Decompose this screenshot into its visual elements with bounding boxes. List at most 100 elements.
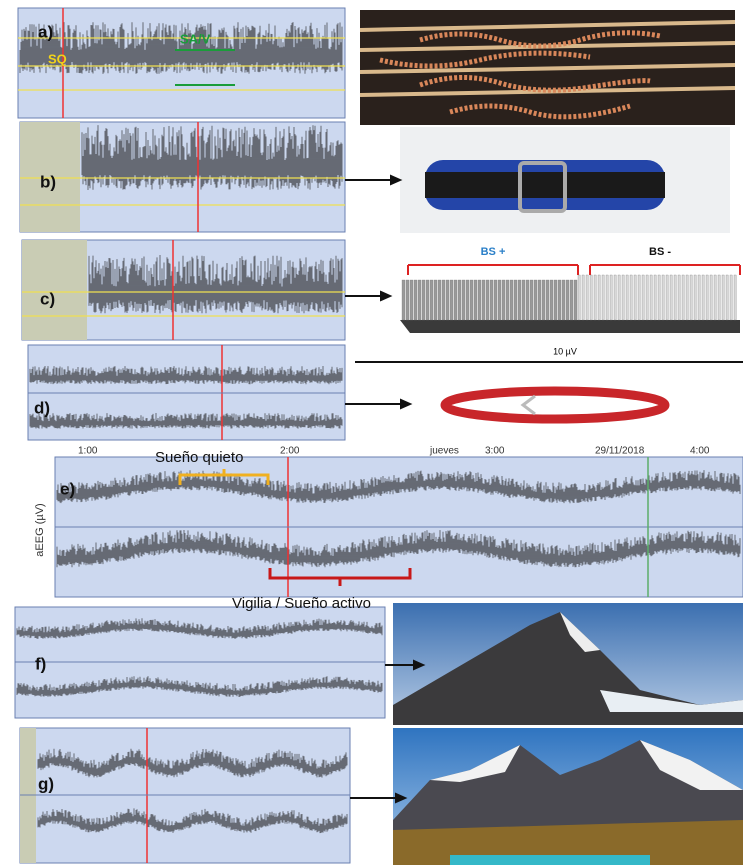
annotation: SA/V — [180, 31, 211, 46]
mountain-photo — [393, 603, 743, 725]
comb-tooth — [642, 275, 644, 320]
comb-tooth — [578, 275, 580, 320]
panel-label: a) — [38, 22, 53, 41]
comb-tooth — [574, 280, 577, 320]
comb-tooth — [658, 275, 660, 320]
scale-bar: 10 µV — [355, 346, 743, 419]
comb-tooth — [638, 275, 640, 320]
comb-tooth — [462, 280, 465, 320]
annotation: Sueño quieto — [155, 449, 243, 466]
comb-tooth — [550, 280, 553, 320]
figure: BS + BS - 10 µV a) SA/V SQ b) c) d) e) S… — [0, 0, 743, 865]
comb-tooth — [518, 280, 521, 320]
comb-tooth — [614, 275, 616, 320]
comb-tooth — [702, 275, 704, 320]
comb-tooth — [706, 275, 708, 320]
comb-tooth — [622, 275, 624, 320]
time-label: jueves — [429, 446, 459, 457]
comb-tooth — [446, 280, 449, 320]
comb-tooth — [418, 280, 421, 320]
comb-tooth — [502, 280, 505, 320]
comb-tooth — [646, 275, 648, 320]
comb-tooth — [490, 280, 493, 320]
comb-tooth — [698, 275, 700, 320]
comb-tooth — [634, 275, 636, 320]
comb-tooth — [422, 280, 425, 320]
comb-tooth — [650, 275, 652, 320]
comb-tooth — [442, 280, 445, 320]
comb-tooth — [542, 280, 545, 320]
comb-tooth — [710, 275, 712, 320]
panel-label: e) — [60, 479, 75, 498]
comb-tooth — [402, 280, 405, 320]
annotation: SQ — [48, 51, 67, 66]
comb-tooth — [594, 275, 596, 320]
comb-tooth — [654, 275, 656, 320]
time-label: 4:00 — [690, 446, 710, 457]
panel-label: b) — [40, 172, 56, 191]
comb-tooth — [486, 280, 489, 320]
comb-tooth — [686, 275, 688, 320]
comb-tooth — [546, 280, 549, 320]
comb-tooth — [538, 280, 541, 320]
comb-tooth — [506, 280, 509, 320]
comb-tooth — [478, 280, 481, 320]
comb-tooth — [630, 275, 632, 320]
comb-tooth — [434, 280, 437, 320]
comb-tooth — [514, 280, 517, 320]
comb-tooth — [482, 280, 485, 320]
comb-tooth — [626, 275, 628, 320]
comb-tooth — [534, 280, 537, 320]
comb-tooth — [554, 280, 557, 320]
annotation: Vigilia / Sueño activo — [232, 595, 371, 612]
comb-tooth — [690, 275, 692, 320]
comb-tooth — [618, 275, 620, 320]
comb-tooth — [526, 280, 529, 320]
comb-photo: BS + BS - — [400, 246, 740, 333]
comb-tooth — [406, 280, 409, 320]
comb-tooth — [454, 280, 457, 320]
comb-tooth — [586, 275, 588, 320]
comb-tooth — [510, 280, 513, 320]
comb-tooth — [726, 275, 728, 320]
comb-label: BS - — [649, 246, 671, 258]
comb-tooth — [530, 280, 533, 320]
comb-label: BS + — [481, 246, 506, 258]
comb-tooth — [670, 275, 672, 320]
axis-label: aEEG (µV) — [34, 503, 46, 556]
comb-tooth — [498, 280, 501, 320]
time-label: 29/11/2018 — [595, 446, 645, 457]
comb-tooth — [426, 280, 429, 320]
scale-label: 10 µV — [553, 346, 577, 356]
comb-tooth — [730, 275, 732, 320]
comb-tooth — [598, 275, 600, 320]
comb-tooth — [722, 275, 724, 320]
comb-tooth — [414, 280, 417, 320]
panel-label: g) — [38, 774, 54, 793]
comb-tooth — [674, 275, 676, 320]
belt-photo — [400, 127, 730, 233]
comb-tooth — [522, 280, 525, 320]
comb-tooth — [662, 275, 664, 320]
time-label: 2:00 — [280, 446, 300, 457]
mountain-photo — [393, 728, 743, 865]
comb-tooth — [666, 275, 668, 320]
comb-tooth — [470, 280, 473, 320]
comb-tooth — [494, 280, 497, 320]
comb-tooth — [590, 275, 592, 320]
comb-tooth — [718, 275, 720, 320]
comb-tooth — [714, 275, 716, 320]
comb-tooth — [602, 275, 604, 320]
comb-tooth — [458, 280, 461, 320]
comb-tooth — [450, 280, 453, 320]
comb-tooth — [570, 280, 573, 320]
comb-tooth — [474, 280, 477, 320]
comb-tooth — [566, 280, 569, 320]
panel-label: d) — [34, 398, 50, 417]
comb-tooth — [734, 275, 736, 320]
comb-tooth — [466, 280, 469, 320]
comb-tooth — [558, 280, 561, 320]
comb-tooth — [606, 275, 608, 320]
snake-photo — [360, 10, 735, 125]
time-label: 3:00 — [485, 446, 505, 457]
